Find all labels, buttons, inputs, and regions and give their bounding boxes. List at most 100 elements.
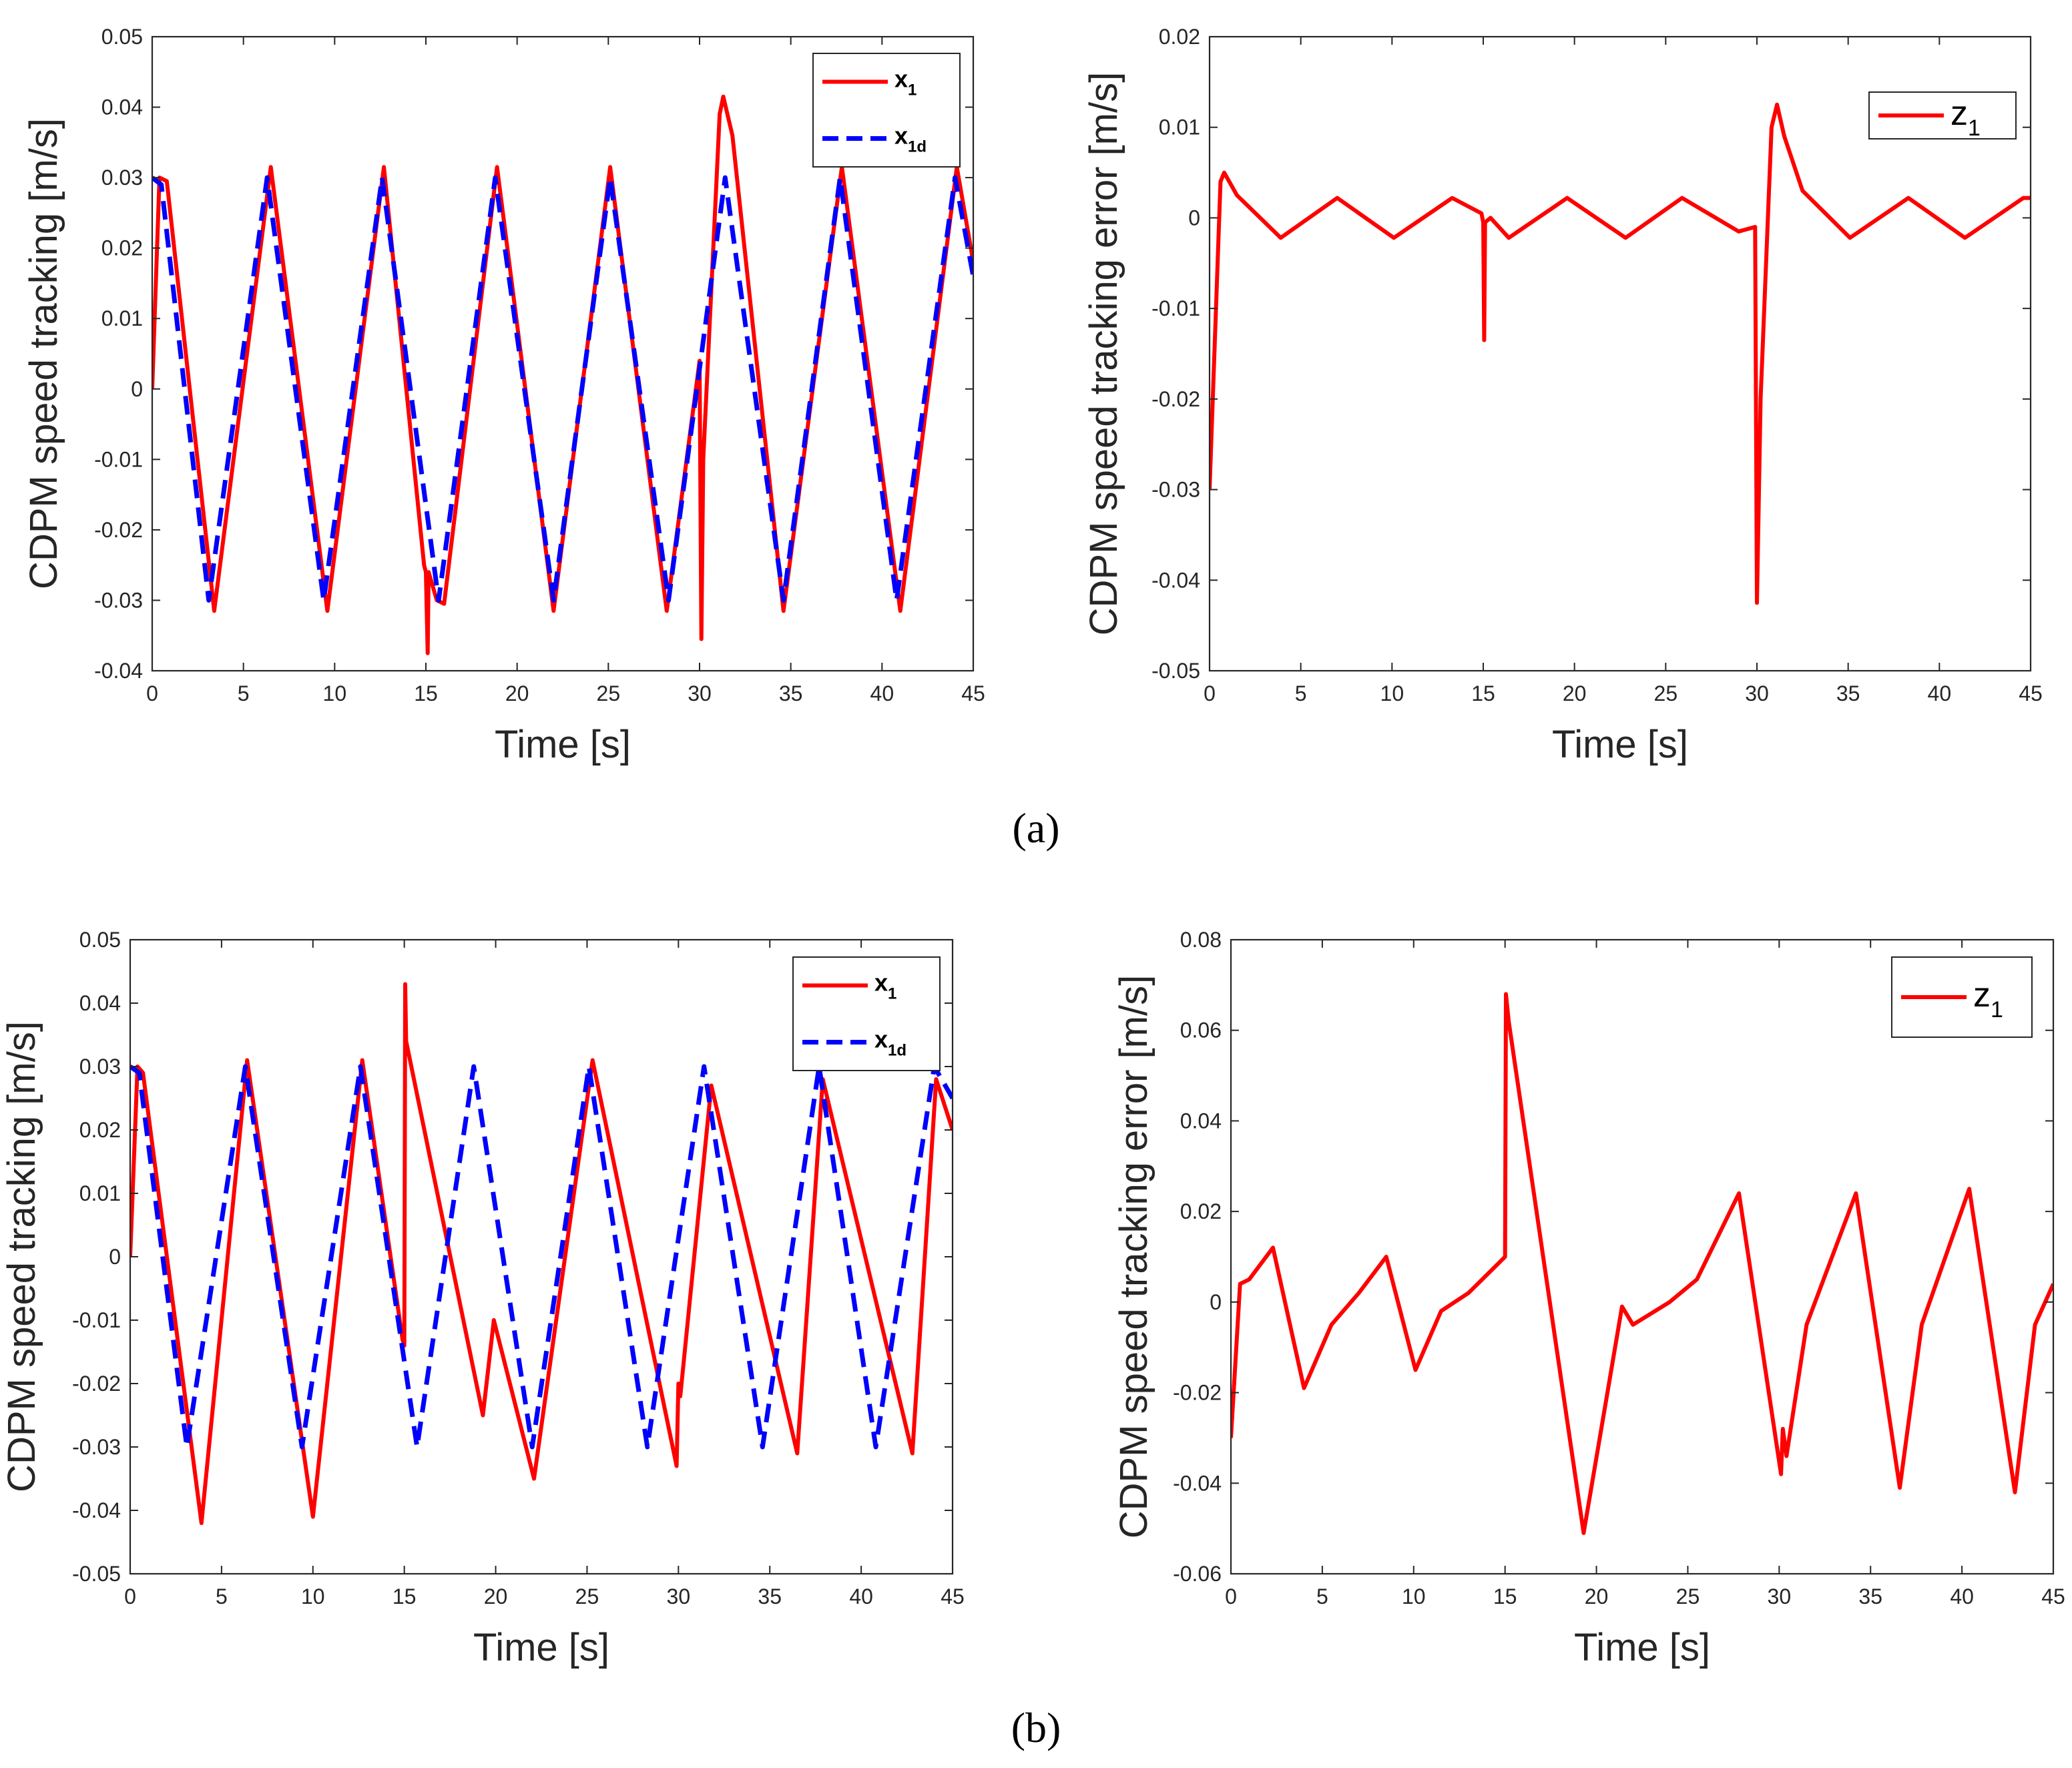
y-tick-label: -0.03 — [72, 1435, 121, 1459]
y-tick-label: -0.03 — [1151, 478, 1200, 502]
x-tick-label: 30 — [667, 1584, 691, 1608]
legend-label-z1: z1 — [1951, 94, 1981, 141]
series-line-z1 — [1210, 102, 2031, 605]
legend: x1 x1d — [812, 53, 961, 168]
x-tick-label: 35 — [758, 1584, 782, 1608]
x-tick-label: 35 — [1836, 681, 1860, 705]
series-group — [1231, 992, 2053, 1535]
y-tick-label: 0.03 — [79, 1055, 121, 1079]
x-tick-label: 10 — [1380, 681, 1404, 705]
y-tick-label: -0.05 — [1151, 659, 1200, 683]
x-tick-label: 20 — [1585, 1584, 1609, 1608]
x-tick-label: 0 — [146, 681, 158, 705]
x-tick-label: 15 — [1471, 681, 1495, 705]
y-axis-label: CDPM speed tracking error [m/s] — [1082, 72, 1125, 635]
y-tick-label: 0.08 — [1180, 928, 1222, 952]
x-axis-label: Time [s] — [1552, 723, 1688, 766]
x-tick-label: 35 — [1858, 1584, 1882, 1608]
x-tick-label: 30 — [688, 681, 712, 705]
x-tick-label: 0 — [1204, 681, 1216, 705]
y-tick-label: 0 — [1210, 1290, 1222, 1314]
x-tick-label: 35 — [779, 681, 803, 705]
y-tick-label: -0.02 — [72, 1372, 121, 1396]
x-tick-label: 45 — [941, 1584, 965, 1608]
x-tick-label: 15 — [1493, 1584, 1517, 1608]
x-tick-label: 40 — [870, 681, 894, 705]
x-tick-label: 5 — [216, 1584, 228, 1608]
y-tick-label: 0.04 — [1180, 1109, 1222, 1133]
x-tick-label: 30 — [1745, 681, 1769, 705]
legend-label-x1d: x1d — [894, 122, 927, 156]
x-tick-label: 25 — [575, 1584, 599, 1608]
y-tick-label: 0.02 — [101, 236, 143, 260]
y-tick-label: -0.01 — [72, 1308, 121, 1332]
x-tick-label: 20 — [505, 681, 529, 705]
series-line-x1 — [130, 982, 953, 1525]
series-line-x1 — [152, 94, 973, 655]
legend: z1 — [1891, 956, 2033, 1038]
caption-b: (b) — [1011, 1704, 1061, 1751]
chart-a-speed-tracking: 0 5 10 15 20 25 30 35 40 45 -0.04 -0.03 -0.02 -0.01 0 0… — [22, 25, 985, 766]
x-tick-label: 0 — [1225, 1584, 1237, 1608]
x-tick-label: 10 — [323, 681, 347, 705]
x-tick-label: 15 — [393, 1584, 417, 1608]
x-tick-label: 20 — [1563, 681, 1587, 705]
legend-label-x1: x1 — [894, 65, 917, 99]
y-tick-label: -0.04 — [94, 659, 143, 683]
x-tick-label: 10 — [301, 1584, 325, 1608]
x-tick-label: 20 — [484, 1584, 508, 1608]
y-tick-label: 0.02 — [79, 1118, 121, 1142]
y-axis-label: CDPM speed tracking error [m/s] — [1112, 975, 1155, 1538]
x-tick-label: 45 — [961, 681, 985, 705]
y-tick-label: 0.05 — [79, 928, 121, 952]
axes-frame — [1208, 35, 2032, 672]
y-tick-label: -0.04 — [1151, 568, 1200, 592]
y-tick-label: -0.02 — [1151, 387, 1200, 411]
y-tick-label: -0.05 — [72, 1562, 121, 1586]
x-tick-label: 5 — [1295, 681, 1307, 705]
x-tick-label: 15 — [414, 681, 438, 705]
series-line-x1d — [130, 1064, 953, 1450]
x-tick-label: 40 — [849, 1584, 873, 1608]
y-tick-label: -0.03 — [94, 588, 143, 612]
y-tick-label: 0.01 — [79, 1181, 121, 1205]
y-tick-label: -0.01 — [1151, 296, 1200, 320]
y-tick-label: 0 — [131, 377, 143, 401]
x-tick-label: 30 — [1768, 1584, 1792, 1608]
series-line-x1d — [152, 175, 973, 603]
y-tick-label: -0.02 — [1173, 1381, 1222, 1405]
y-axis-label: CDPM speed tracking [m/s] — [22, 118, 65, 589]
series-group — [152, 94, 973, 655]
y-tick-label: -0.04 — [1173, 1471, 1222, 1495]
x-axis-label: Time [s] — [473, 1626, 609, 1669]
legend-box — [812, 53, 961, 168]
series-group — [130, 982, 953, 1525]
y-tick-label: 0.01 — [101, 306, 143, 330]
axes-frame — [1230, 938, 2055, 1575]
caption-a: (a) — [1012, 804, 1059, 852]
y-tick-label: 0.06 — [1180, 1018, 1222, 1043]
axes-frame — [151, 35, 975, 672]
y-tick-label: -0.01 — [94, 447, 143, 471]
chart-b-speed-tracking: 0 5 10 15 20 25 30 35 40 45 -0.05 -0.04 -0.03 -0.02 -0… — [0, 928, 965, 1669]
chart-b-tracking-error: 0 5 10 15 20 25 30 35 40 45 -0.06 -0.04 -0.02 0 0.02 0.… — [1112, 928, 2065, 1669]
x-tick-label: 40 — [1928, 681, 1952, 705]
chart-a-tracking-error: 0 5 10 15 20 25 30 35 40 45 -0.05 -0.04 -0.03 -0.02 -0… — [1082, 25, 2043, 766]
x-tick-label: 45 — [2019, 681, 2043, 705]
x-tick-label: 25 — [1676, 1584, 1700, 1608]
y-tick-label: -0.06 — [1173, 1562, 1222, 1586]
y-tick-label: 0.03 — [101, 166, 143, 190]
legend-label-x1d: x1d — [874, 1026, 906, 1060]
x-tick-label: 10 — [1402, 1584, 1426, 1608]
y-tick-label: 0.02 — [1180, 1199, 1222, 1223]
legend-label-z1: z1 — [1973, 976, 2003, 1022]
legend-box — [792, 956, 941, 1071]
x-axis-label: Time [s] — [495, 723, 631, 766]
y-tick-label: -0.02 — [94, 518, 143, 542]
y-tick-label: 0 — [1188, 206, 1200, 230]
y-tick-label: 0 — [109, 1245, 121, 1269]
series-line-z1 — [1231, 992, 2053, 1535]
x-tick-label: 40 — [1950, 1584, 1974, 1608]
